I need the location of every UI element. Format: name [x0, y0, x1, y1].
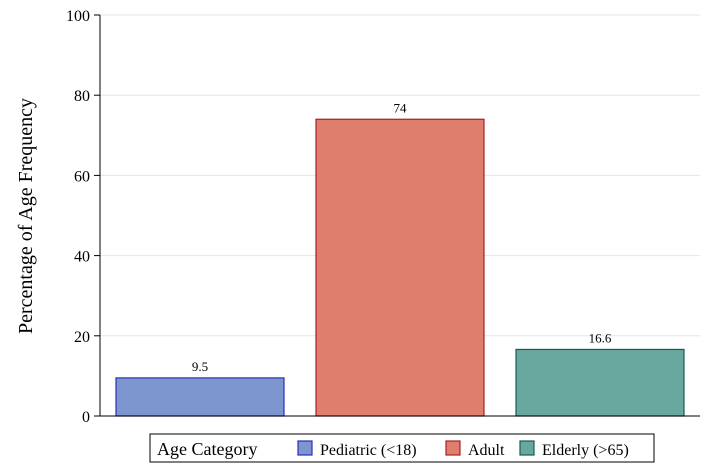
legend-swatch-2	[519, 440, 535, 456]
bar-2	[515, 348, 685, 417]
bar-1	[315, 118, 485, 417]
y-tick-label-0: 0	[82, 409, 90, 426]
y-tick-label-60: 60	[74, 168, 90, 185]
legend-swatch-0	[297, 440, 313, 456]
legend-label-0: Pediatric (<18)	[320, 442, 417, 459]
y-axis-label: Percentage of Age Frequency	[15, 98, 37, 334]
legend: Age Category Pediatric (<18) Adult Elderly…	[149, 433, 655, 463]
bars-layer: 9.5 74 16.6	[115, 100, 685, 417]
legend-label-2: Elderly (>65)	[542, 442, 629, 459]
data-label-1: 74	[394, 100, 408, 115]
y-tick-label-80: 80	[74, 88, 90, 105]
bar-0	[115, 377, 285, 417]
y-tick-label-100: 100	[66, 8, 90, 25]
y-tick-label-20: 20	[74, 329, 90, 346]
legend-label-1: Adult	[468, 442, 505, 459]
data-label-2: 16.6	[589, 330, 612, 345]
axis-layer: 0 20 40 60 80 100	[66, 8, 700, 426]
legend-swatch-1	[445, 440, 461, 456]
legend-box	[149, 433, 655, 463]
legend-title: Age Category	[157, 439, 257, 459]
y-tick-label-40: 40	[74, 249, 90, 266]
data-label-0: 9.5	[192, 359, 208, 374]
